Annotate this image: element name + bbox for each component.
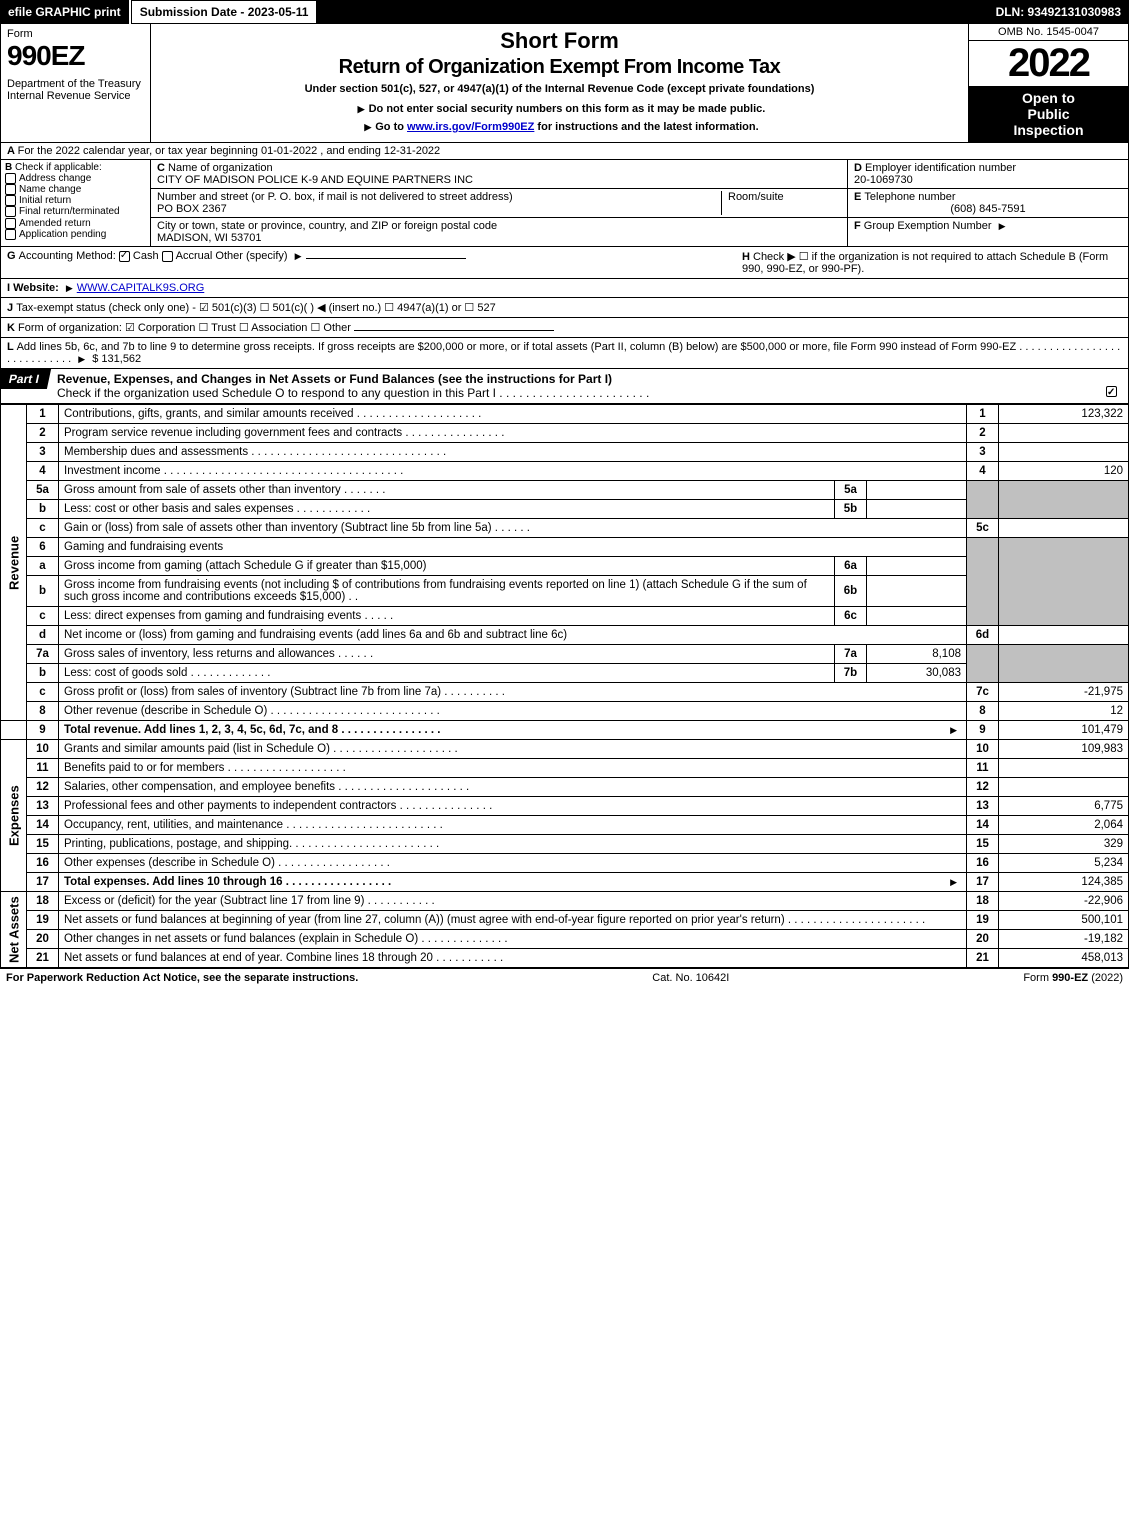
form-word: Form: [7, 28, 144, 40]
amt-20: -19,182: [999, 930, 1129, 949]
open-inspection: Open to Public Inspection: [969, 86, 1128, 142]
col-b: B Check if applicable: Address change Na…: [1, 160, 151, 246]
amt-10: 109,983: [999, 740, 1129, 759]
part-i-table: Revenue 1 Contributions, gifts, grants, …: [0, 404, 1129, 968]
dept-label: Department of the Treasury Internal Reve…: [7, 78, 144, 102]
amt-16: 5,234: [999, 854, 1129, 873]
amt-4: 120: [999, 462, 1129, 481]
chk-final[interactable]: [5, 206, 16, 217]
tax-year: 2022: [969, 41, 1128, 86]
line-h: Check ▶ ☐ if the organization is not req…: [742, 251, 1108, 275]
dln: DLN: 93492131030983: [988, 0, 1129, 24]
part-i-badge: Part I: [0, 369, 51, 389]
line-l: L Add lines 5b, 6c, and 7b to line 9 to …: [0, 338, 1129, 369]
efile-label: efile GRAPHIC print: [0, 0, 131, 24]
chk-cash[interactable]: [119, 251, 130, 262]
amt-13: 6,775: [999, 797, 1129, 816]
amt-14: 2,064: [999, 816, 1129, 835]
submission-date: Submission Date - 2023-05-11: [131, 0, 318, 24]
amt-18: -22,906: [999, 892, 1129, 911]
chk-initial[interactable]: [5, 195, 16, 206]
amt-8: 12: [999, 702, 1129, 721]
main-title: Return of Organization Exempt From Incom…: [159, 56, 960, 79]
header-right: OMB No. 1545-0047 2022 Open to Public In…: [968, 24, 1128, 142]
amt-9: 101,479: [999, 721, 1129, 740]
under-section: Under section 501(c), 527, or 4947(a)(1)…: [159, 83, 960, 95]
line-j: J Tax-exempt status (check only one) - ☑…: [0, 298, 1129, 318]
org-street: PO BOX 2367: [157, 203, 227, 215]
header-left: Form 990EZ Department of the Treasury In…: [1, 24, 151, 142]
part-i-title: Revenue, Expenses, and Changes in Net As…: [49, 369, 1128, 403]
org-city: MADISON, WI 53701: [157, 232, 262, 244]
website-link[interactable]: WWW.CAPITALK9S.ORG: [77, 282, 205, 294]
chk-name[interactable]: [5, 184, 16, 195]
col-de: D Employer identification number 20-1069…: [848, 160, 1128, 246]
chk-part-i[interactable]: [1106, 386, 1117, 397]
amt-7c: -21,975: [999, 683, 1129, 702]
part-i-header: Part I Revenue, Expenses, and Changes in…: [0, 369, 1129, 404]
l-amount: $ 131,562: [92, 353, 141, 365]
line-i: I Website: WWW.CAPITALK9S.ORG: [0, 279, 1129, 298]
irs-link[interactable]: www.irs.gov/Form990EZ: [407, 121, 534, 133]
chk-accrual[interactable]: [162, 251, 173, 262]
col-c: C Name of organization CITY OF MADISON P…: [151, 160, 848, 246]
footer-left: For Paperwork Reduction Act Notice, see …: [6, 972, 358, 984]
gh-row: G Accounting Method: Cash Accrual Other …: [0, 247, 1129, 279]
top-bar: efile GRAPHIC print Submission Date - 20…: [0, 0, 1129, 24]
form-header: Form 990EZ Department of the Treasury In…: [0, 24, 1129, 143]
amt-15: 329: [999, 835, 1129, 854]
line-a: A For the 2022 calendar year, or tax yea…: [0, 143, 1129, 160]
chk-amended[interactable]: [5, 218, 16, 229]
amt-7a: 8,108: [867, 645, 967, 664]
amt-1: 123,322: [999, 405, 1129, 424]
form-number: 990EZ: [7, 40, 144, 72]
header-mid: Short Form Return of Organization Exempt…: [151, 24, 968, 142]
amt-17: 124,385: [999, 873, 1129, 892]
side-netassets: Net Assets: [1, 892, 27, 968]
org-name: CITY OF MADISON POLICE K-9 AND EQUINE PA…: [157, 174, 473, 186]
amt-21: 458,013: [999, 949, 1129, 968]
omb-number: OMB No. 1545-0047: [969, 24, 1128, 41]
line-k: K Form of organization: ☑ Corporation ☐ …: [0, 318, 1129, 338]
side-revenue: Revenue: [1, 405, 27, 721]
side-expenses: Expenses: [1, 740, 27, 892]
phone: (608) 845-7591: [854, 203, 1122, 215]
short-form-label: Short Form: [159, 28, 960, 54]
bcd-block: B Check if applicable: Address change Na…: [0, 160, 1129, 247]
chk-address[interactable]: [5, 173, 16, 184]
footer-right: Form 990-EZ (2022): [1023, 972, 1123, 984]
goto-line: Go to www.irs.gov/Form990EZ for instruct…: [159, 121, 960, 133]
amt-19: 500,101: [999, 911, 1129, 930]
footer-catno: Cat. No. 10642I: [652, 972, 729, 984]
chk-pending[interactable]: [5, 229, 16, 240]
ssn-warning: Do not enter social security numbers on …: [159, 103, 960, 115]
amt-7b: 30,083: [867, 664, 967, 683]
ein: 20-1069730: [854, 174, 913, 186]
page-footer: For Paperwork Reduction Act Notice, see …: [0, 968, 1129, 987]
